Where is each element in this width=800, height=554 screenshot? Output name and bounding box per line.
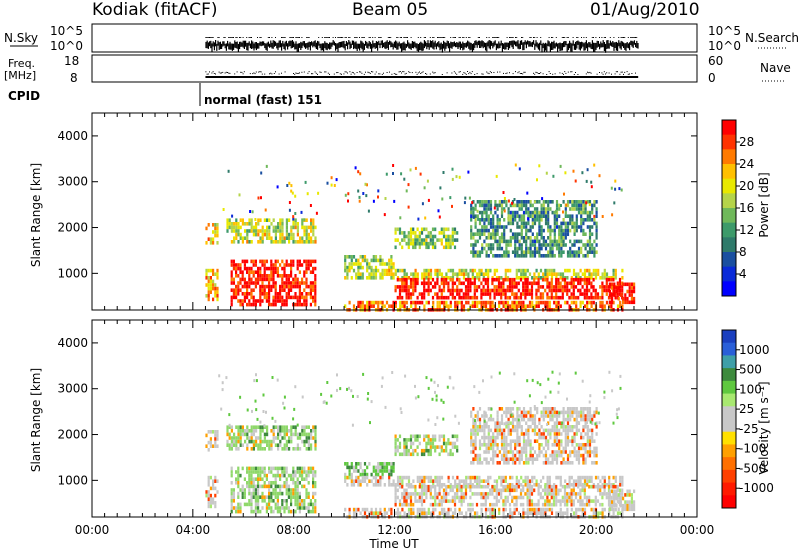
velocity-echoes: [205, 370, 636, 519]
colorbar-swatch: [722, 178, 736, 194]
date-title: 01/Aug/2010: [590, 0, 700, 20]
colorbar-tick: -1000: [739, 481, 774, 495]
colorbar-swatch: [722, 457, 736, 471]
colorbar-tick: 25: [739, 402, 754, 416]
power-echoes: [205, 163, 636, 312]
colorbar-swatch: [722, 164, 736, 180]
x-tick-label: 08:00: [276, 523, 311, 537]
colorbar-tick: 24: [739, 157, 754, 171]
colorbar-tick: 12: [739, 223, 754, 237]
velocity-colorbar-label: Velocity [m s⁻¹]: [757, 381, 771, 474]
power-colorbar-label: Power [dB]: [757, 172, 771, 237]
colorbar-swatch: [722, 444, 736, 458]
colorbar-swatch: [722, 252, 736, 268]
x-tick-label: 12:00: [377, 523, 412, 537]
colorbar-tick: 4: [739, 267, 747, 281]
colorbar-swatch: [722, 330, 736, 344]
y-tick-label: 4000: [57, 336, 88, 350]
colorbar-swatch: [722, 266, 736, 282]
x-tick-label: 16:00: [478, 523, 513, 537]
colorbar-tick: 16: [739, 201, 754, 215]
y-tick-label: 3000: [57, 175, 88, 189]
cpid-mode: normal (fast) 151: [204, 93, 322, 107]
colorbar-tick: 8: [739, 245, 747, 259]
cpid-panel: CPID normal (fast) 151: [8, 83, 322, 107]
x-tick-label: 20:00: [579, 523, 614, 537]
nave-tick-top: 60: [708, 54, 723, 68]
y-tick-label: 2000: [57, 428, 88, 442]
colorbar-tick: -25: [739, 422, 759, 436]
colorbar-swatch: [722, 469, 736, 484]
y-tick-label: 1000: [57, 266, 88, 280]
freq-tick-bottom: 8: [70, 71, 78, 85]
nsearch-label: N.Search: [745, 31, 799, 45]
colorbar-swatch: [722, 368, 736, 382]
power-panel: 4000 3000 2000 1000 Slant Range [km]: [29, 112, 698, 312]
x-tick-label: 00:00: [75, 523, 110, 537]
colorbar-tick: 28: [739, 135, 754, 149]
colorbar-tick: 500: [739, 363, 762, 377]
nsky-tick-top: 10^5: [50, 24, 83, 38]
colorbar-swatch: [722, 208, 736, 224]
nsky-trace: [205, 37, 639, 53]
nsky-panel: N.Sky 10^5 10^0 10^5 10^0 N.Search: [4, 23, 799, 53]
y-tick-label: 1000: [57, 473, 88, 487]
x-axis-ticks: 00:00 04:00 08:00 12:00 16:00 20:00 00:00: [75, 523, 715, 537]
colorbar-tick: 20: [739, 179, 754, 193]
power-colorbar: 28 24 20 16 12 8 4: [721, 119, 754, 297]
colorbar-swatch: [722, 482, 736, 496]
colorbar-tick: -100: [739, 442, 766, 456]
cpid-label: CPID: [8, 89, 40, 103]
nave-tick-bottom: 0: [708, 71, 716, 85]
station-title: Kodiak (fitACF): [92, 0, 218, 20]
velocity-panel: 4000 3000 2000 1000 Slant Range [km]: [29, 319, 698, 519]
colorbar-swatch: [722, 237, 736, 253]
x-tick-label: 00:00: [680, 523, 715, 537]
nsearch-tick-top: 10^5: [708, 24, 741, 38]
beam-title: Beam 05: [352, 0, 429, 20]
nave-label: Nave: [760, 61, 791, 75]
nsky-label: N.Sky: [4, 31, 38, 45]
freq-tick-top: 18: [64, 54, 79, 68]
y-tick-label: 3000: [57, 382, 88, 396]
colorbar-swatch: [722, 134, 736, 150]
colorbar-swatch: [722, 149, 736, 165]
power-ylabel: Slant Range [km]: [29, 163, 43, 267]
freq-panel: Freq. [MHz] 18 8 60 0 Nave: [4, 54, 791, 85]
colorbar-swatch: [722, 355, 736, 369]
velocity-colorbar: 1000 500 100 25 -25 -100 -500 -1000: [721, 329, 774, 509]
colorbar-swatch: [722, 406, 736, 420]
colorbar-swatch: [722, 431, 736, 445]
colorbar-tick: -500: [739, 461, 766, 475]
x-axis-label: Time UT: [368, 537, 419, 551]
colorbar-swatch: [722, 281, 736, 297]
colorbar-swatch: [722, 120, 736, 136]
freq-label-2: [MHz]: [4, 69, 36, 82]
colorbar-tick: 100: [739, 382, 762, 396]
colorbar-swatch: [722, 222, 736, 238]
colorbar-swatch: [722, 393, 736, 407]
colorbar-tick: 1000: [739, 343, 770, 357]
freq-label-1: Freq.: [8, 57, 35, 70]
nsky-tick-bottom: 10^0: [50, 39, 83, 53]
colorbar-swatch: [722, 193, 736, 209]
y-tick-label: 4000: [57, 129, 88, 143]
colorbar-swatch: [722, 380, 736, 395]
colorbar-swatch: [722, 495, 736, 509]
velocity-ylabel: Slant Range [km]: [29, 368, 43, 472]
y-tick-label: 2000: [57, 221, 88, 235]
colorbar-swatch: [722, 419, 736, 433]
nsearch-tick-bottom: 10^0: [708, 39, 741, 53]
x-tick-label: 04:00: [176, 523, 211, 537]
freq-trace: [205, 71, 639, 78]
colorbar-swatch: [722, 342, 736, 356]
